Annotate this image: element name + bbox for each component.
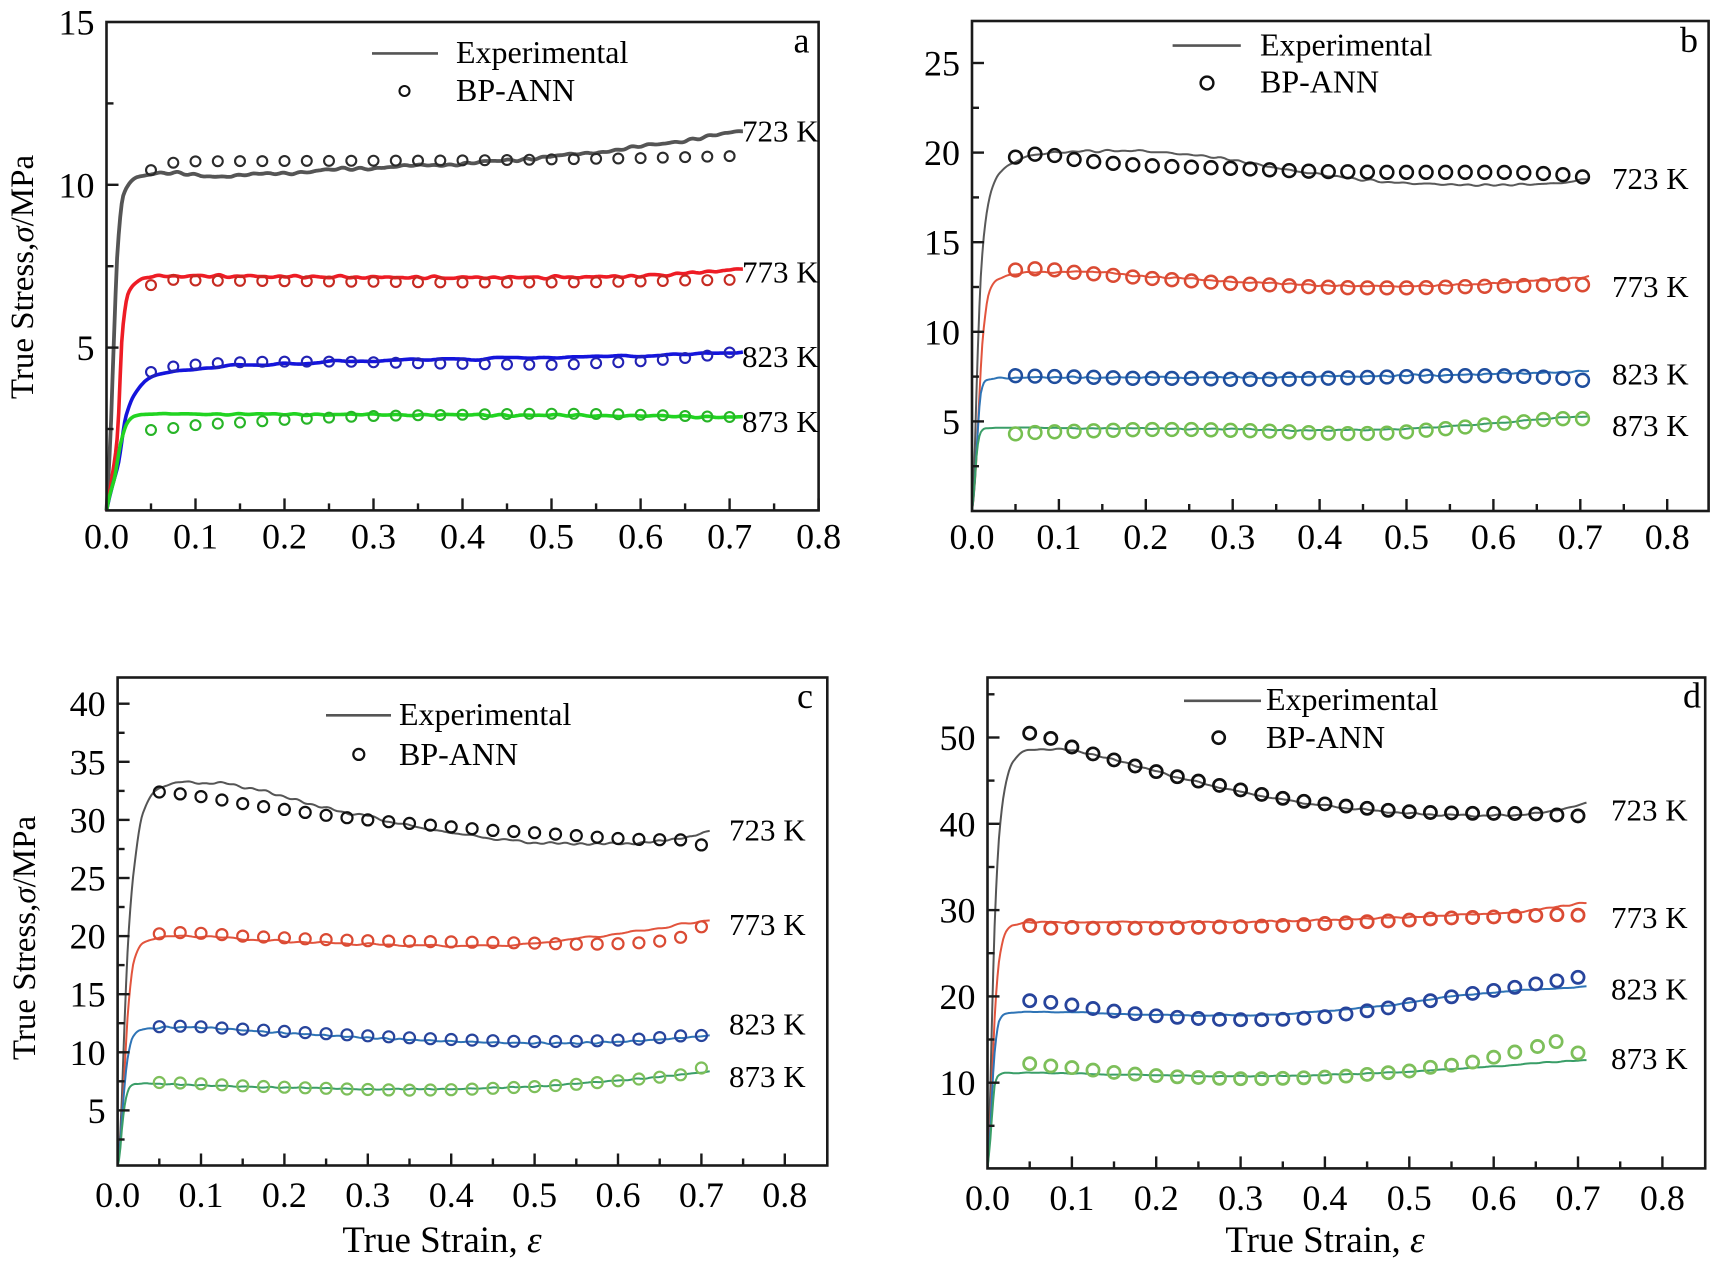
svg-text:723 K: 723 K (742, 114, 819, 149)
svg-text:5: 5 (88, 1091, 106, 1131)
svg-text:0.8: 0.8 (1645, 517, 1690, 557)
svg-text:a: a (794, 21, 810, 61)
svg-text:Experimental: Experimental (1266, 681, 1438, 717)
svg-text:0.7: 0.7 (1558, 517, 1603, 557)
svg-text:0.4: 0.4 (1302, 1178, 1347, 1218)
svg-text:723 K: 723 K (1611, 793, 1688, 828)
svg-text:873 K: 873 K (742, 404, 819, 439)
svg-text:30: 30 (940, 891, 976, 931)
svg-text:823 K: 823 K (742, 339, 819, 374)
svg-text:0.1: 0.1 (1049, 1178, 1094, 1218)
svg-text:0.4: 0.4 (1297, 517, 1342, 557)
svg-text:723 K: 723 K (729, 813, 806, 848)
svg-text:BP-ANN: BP-ANN (399, 736, 518, 772)
svg-text:0.4: 0.4 (429, 1175, 474, 1215)
svg-text:0.3: 0.3 (351, 516, 396, 556)
svg-text:773 K: 773 K (1612, 269, 1689, 304)
svg-text:15: 15 (70, 975, 106, 1015)
svg-text:0.2: 0.2 (1134, 1178, 1179, 1218)
svg-text:773 K: 773 K (729, 907, 806, 942)
svg-text:0.8: 0.8 (796, 516, 841, 556)
svg-text:0.5: 0.5 (1387, 1178, 1432, 1218)
svg-text:773 K: 773 K (1611, 900, 1688, 935)
svg-text:25: 25 (70, 859, 106, 899)
svg-text:0.2: 0.2 (262, 516, 307, 556)
svg-text:0.0: 0.0 (95, 1175, 140, 1215)
svg-text:True Strain, ε: True Strain, ε (342, 1220, 542, 1261)
svg-text:0.0: 0.0 (84, 516, 129, 556)
svg-text:40: 40 (70, 684, 106, 724)
svg-text:0.7: 0.7 (1556, 1178, 1601, 1218)
svg-text:5: 5 (942, 402, 960, 442)
svg-text:0.6: 0.6 (596, 1175, 641, 1215)
svg-text:0.1: 0.1 (179, 1175, 224, 1215)
svg-text:Experimental: Experimental (1260, 27, 1432, 63)
svg-text:10: 10 (59, 165, 95, 205)
svg-text:0.6: 0.6 (1471, 1178, 1516, 1218)
svg-text:50: 50 (940, 718, 976, 758)
svg-text:823 K: 823 K (729, 1007, 806, 1042)
svg-text:40: 40 (940, 804, 976, 844)
svg-text:15: 15 (924, 223, 960, 263)
svg-text:823 K: 823 K (1612, 357, 1689, 392)
svg-text:0.1: 0.1 (173, 516, 218, 556)
svg-text:5: 5 (77, 328, 95, 368)
svg-text:0.7: 0.7 (679, 1175, 724, 1215)
svg-text:BP-ANN: BP-ANN (1260, 64, 1379, 100)
svg-text:773 K: 773 K (742, 255, 819, 290)
svg-text:0.3: 0.3 (1210, 517, 1255, 557)
svg-text:0.4: 0.4 (440, 516, 485, 556)
svg-text:15: 15 (59, 3, 95, 43)
svg-text:30: 30 (70, 800, 106, 840)
svg-text:20: 20 (924, 133, 960, 173)
svg-text:0.3: 0.3 (345, 1175, 390, 1215)
svg-text:10: 10 (940, 1063, 976, 1103)
svg-text:0.8: 0.8 (762, 1175, 807, 1215)
svg-text:True Stress,σ/MPa: True Stress,σ/MPa (7, 816, 43, 1061)
svg-text:0.6: 0.6 (618, 516, 663, 556)
svg-text:0.6: 0.6 (1471, 517, 1516, 557)
svg-text:0.1: 0.1 (1036, 517, 1081, 557)
svg-text:0.8: 0.8 (1640, 1178, 1685, 1218)
svg-text:0.5: 0.5 (512, 1175, 557, 1215)
svg-text:25: 25 (924, 44, 960, 84)
svg-text:873 K: 873 K (729, 1059, 806, 1094)
svg-text:BP-ANN: BP-ANN (1266, 719, 1385, 755)
svg-text:b: b (1680, 20, 1698, 60)
svg-text:Experimental: Experimental (399, 696, 571, 732)
svg-text:10: 10 (924, 312, 960, 352)
svg-text:0.2: 0.2 (262, 1175, 307, 1215)
svg-text:True Stress,σ/MPa: True Stress,σ/MPa (5, 155, 41, 400)
svg-text:10: 10 (70, 1033, 106, 1073)
svg-text:0.5: 0.5 (529, 516, 574, 556)
svg-text:723 K: 723 K (1612, 161, 1689, 196)
svg-text:0.0: 0.0 (950, 517, 995, 557)
svg-text:20: 20 (940, 977, 976, 1017)
svg-text:873 K: 873 K (1612, 408, 1689, 443)
svg-text:0.5: 0.5 (1384, 517, 1429, 557)
svg-text:0.3: 0.3 (1218, 1178, 1263, 1218)
svg-text:20: 20 (70, 917, 106, 957)
svg-text:0.2: 0.2 (1123, 517, 1168, 557)
svg-text:True Strain, ε: True Strain, ε (1225, 1220, 1425, 1261)
svg-text:0.7: 0.7 (707, 516, 752, 556)
svg-text:c: c (797, 676, 813, 716)
svg-text:823 K: 823 K (1611, 972, 1688, 1007)
svg-text:BP-ANN: BP-ANN (456, 72, 575, 108)
svg-text:Experimental: Experimental (456, 34, 628, 70)
svg-text:0.0: 0.0 (965, 1178, 1010, 1218)
svg-text:873 K: 873 K (1611, 1041, 1688, 1076)
svg-text:d: d (1683, 676, 1701, 716)
svg-text:35: 35 (70, 742, 106, 782)
